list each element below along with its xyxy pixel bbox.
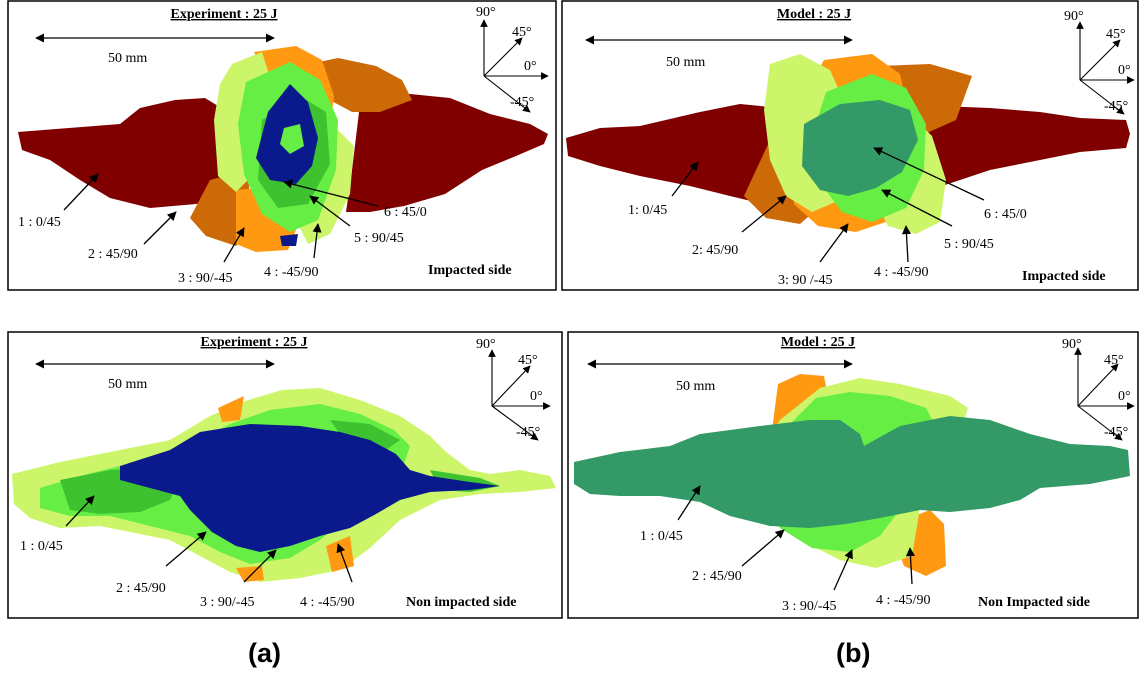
ply-label-4: 4 : -45/90 xyxy=(264,265,318,280)
ply-orientation-axes xyxy=(480,19,549,113)
ply-label-5: 5 : 90/45 xyxy=(354,231,404,246)
axis-label-90: 90° xyxy=(1062,337,1082,352)
damage-core xyxy=(120,424,500,552)
axis-label-90: 90° xyxy=(476,5,496,20)
axis-label-0: 0° xyxy=(524,59,537,74)
ply-orientation-axes xyxy=(488,349,551,441)
ply-label-1: 1: 0/45 xyxy=(628,203,667,218)
scale-label: 50 mm xyxy=(676,379,715,394)
axis-label-0: 0° xyxy=(1118,63,1131,78)
panel-frame xyxy=(7,0,557,291)
damage-core-spot-bottom xyxy=(280,234,298,246)
caption-a: (a) xyxy=(248,638,281,668)
panel-title: Model : 25 J xyxy=(777,7,851,22)
axis-label-45: 45° xyxy=(512,25,532,40)
damage-core-inner-spot xyxy=(280,124,304,154)
ply-label-6: 6 : 45/0 xyxy=(984,207,1027,222)
panel-title: Experiment : 25 J xyxy=(201,335,308,350)
panel-model-impacted: Model : 25 J 50 mm 90° 45° 0° -45° 1: 0/… xyxy=(561,0,1139,291)
ply-label-4: 4 : -45/90 xyxy=(876,593,930,608)
ply-label-5: 5 : 90/45 xyxy=(944,237,994,252)
ply-orientation-axes xyxy=(1074,347,1135,441)
scale-label: 50 mm xyxy=(108,51,147,66)
side-label: Non Impacted side xyxy=(978,595,1090,610)
damage-ply-6 xyxy=(802,100,918,196)
axis-label-minus45: -45° xyxy=(516,425,540,440)
ply-label-3: 3 : 90/-45 xyxy=(200,595,254,610)
ply-label-4: 4 : -45/90 xyxy=(874,265,928,280)
scale-label: 50 mm xyxy=(666,55,705,70)
damage-ply-1-left xyxy=(18,98,236,208)
axis-label-0: 0° xyxy=(1118,389,1131,404)
damage-ply-3-spots xyxy=(218,396,354,582)
ply-label-arrows xyxy=(65,495,353,583)
ply-label-arrows xyxy=(671,147,985,263)
panel-experiment-non-impacted: Experiment : 25 J 50 mm 90° 45° 0° -45° … xyxy=(7,331,563,619)
ply-label-1: 1 : 0/45 xyxy=(20,539,63,554)
ply-label-1: 1 : 0/45 xyxy=(18,215,61,230)
side-label: Impacted side xyxy=(1022,269,1106,284)
caption-b: (b) xyxy=(836,638,871,668)
axis-label-45: 45° xyxy=(1104,353,1124,368)
ply-orientation-axes xyxy=(1076,21,1135,115)
ply-label-arrows xyxy=(63,173,379,263)
side-label: Non impacted side xyxy=(406,595,516,610)
panel-title: Model : 25 J xyxy=(781,335,855,350)
side-label: Impacted side xyxy=(428,263,512,278)
panel-model-non-impacted: Model : 25 J 50 mm 90° 45° 0° -45° 1 : 0… xyxy=(567,331,1139,619)
ply-label-arrows xyxy=(677,485,915,591)
ply-label-6: 6 : 45/0 xyxy=(384,205,427,220)
ply-label-2: 2 : 45/90 xyxy=(692,569,742,584)
ply-label-4: 4 : -45/90 xyxy=(300,595,354,610)
panel-experiment-impacted: Experiment : 25 J 50 mm 90° 45° 0° -45° … xyxy=(7,0,557,291)
panel-frame xyxy=(561,0,1139,291)
axis-label-minus45: -45° xyxy=(1104,99,1128,114)
ply-label-2: 2 : 45/90 xyxy=(88,247,138,262)
ply-label-3: 3 : 90/-45 xyxy=(178,271,232,286)
damage-ply-1-right xyxy=(346,94,548,212)
axis-label-90: 90° xyxy=(1064,9,1084,24)
panel-frame xyxy=(567,331,1139,619)
axis-label-90: 90° xyxy=(476,337,496,352)
axis-label-45: 45° xyxy=(518,353,538,368)
axis-label-0: 0° xyxy=(530,389,543,404)
axis-label-minus45: -45° xyxy=(510,95,534,110)
ply-label-2: 2: 45/90 xyxy=(692,243,738,258)
ply-label-3: 3: 90 /-45 xyxy=(778,273,832,288)
axis-label-minus45: -45° xyxy=(1104,425,1128,440)
ply-label-3: 3 : 90/-45 xyxy=(782,599,836,614)
panel-frame xyxy=(7,331,563,619)
panel-title: Experiment : 25 J xyxy=(171,7,278,22)
scale-label: 50 mm xyxy=(108,377,147,392)
ply-label-1: 1 : 0/45 xyxy=(640,529,683,544)
axis-label-45: 45° xyxy=(1106,27,1126,42)
damage-ply-6 xyxy=(574,416,1130,528)
ply-label-2: 2 : 45/90 xyxy=(116,581,166,596)
